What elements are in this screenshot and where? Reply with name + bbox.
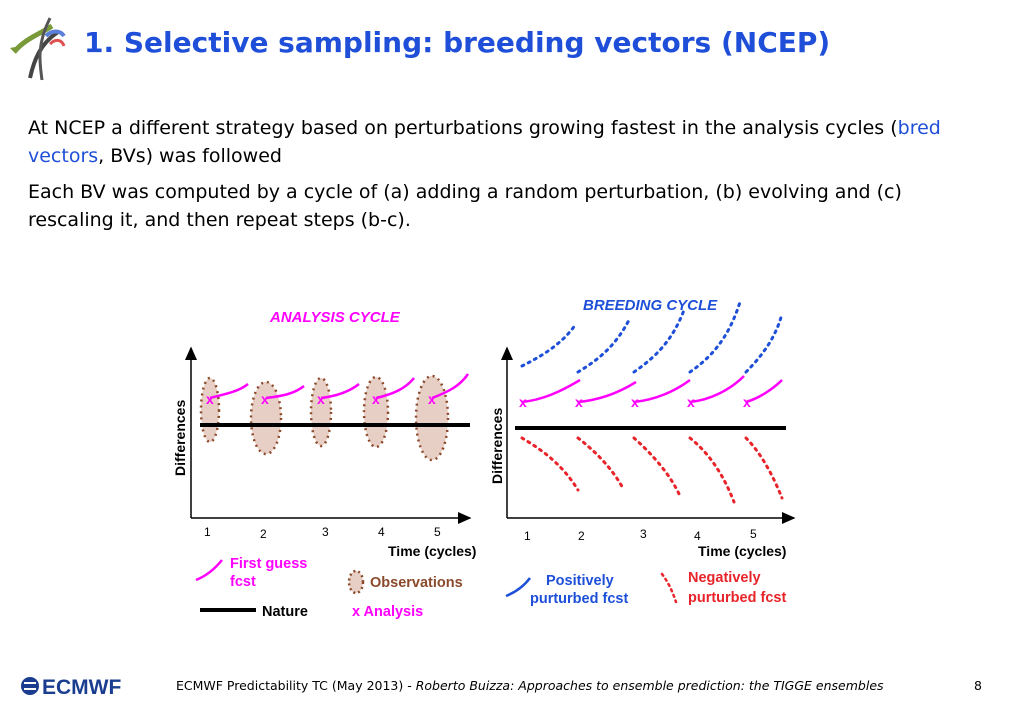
footer-event: ECMWF Predictability TC (May 2013) -	[176, 678, 416, 693]
legend-first-guess-label-line2: fcst	[230, 574, 256, 590]
tick-label: 4	[694, 529, 701, 543]
tick-label: 4	[378, 525, 385, 539]
slide-title: 1. Selective sampling: breeding vectors …	[84, 26, 831, 59]
left-first-guess-curves	[209, 373, 470, 400]
observation-ellipse	[199, 376, 221, 444]
legend-negative-label: Negatively	[688, 570, 761, 586]
analysis-mark: x	[743, 394, 751, 410]
legend-negative-swatch	[660, 572, 678, 604]
para1-text-end: , BVs) was followed	[98, 145, 282, 167]
right-x-label: Time (cycles)	[698, 543, 786, 559]
analysis-mark: x	[575, 394, 583, 410]
analysis-mark: x	[428, 391, 436, 407]
legend-positive-label: Positively	[546, 573, 614, 589]
tick-label: 1	[524, 529, 531, 543]
positive-perturbation-curves	[520, 300, 784, 374]
left-x-label: Time (cycles)	[388, 543, 476, 559]
ecmwf-swirl-logo-icon	[10, 17, 66, 81]
analysis-mark: x	[261, 391, 269, 407]
breeding-diagram: ANALYSIS CYCLE Differences x x x x x 1 2…	[172, 297, 796, 620]
analysis-mark: x	[519, 394, 527, 410]
paragraph-ncep-strategy: At NCEP a different strategy based on pe…	[28, 114, 988, 170]
observation-ellipse	[362, 375, 390, 449]
right-analysis-marks: x x x x x	[519, 394, 751, 410]
footer-talk-title: Roberto Buizza: Approaches to ensemble p…	[415, 678, 884, 693]
legend-observations-swatch	[347, 569, 365, 595]
legend-first-guess-swatch	[195, 559, 223, 582]
tick-label: 2	[260, 527, 267, 541]
analysis-mark: x	[631, 394, 639, 410]
legend-positive-swatch	[505, 577, 531, 598]
analysis-mark: x	[206, 391, 214, 407]
ecmwf-footer-logo: ECMWF	[21, 676, 121, 698]
right-first-guess-curves	[521, 375, 783, 404]
right-y-label: Differences	[489, 408, 505, 484]
legend-first-guess-label: First guess	[230, 556, 307, 572]
analysis-mark: x	[372, 391, 380, 407]
tick-label: 3	[322, 525, 329, 539]
analysis-mark: x	[687, 394, 695, 410]
observation-ellipse	[249, 380, 283, 456]
footer-logo-text: ECMWF	[42, 676, 121, 698]
page-number: 8	[974, 678, 982, 693]
negative-perturbation-curves	[520, 436, 784, 504]
tick-label: 5	[750, 527, 757, 541]
paragraph-bv-computation: Each BV was computed by a cycle of (a) a…	[28, 181, 902, 231]
footer-text: ECMWF Predictability TC (May 2013) - Rob…	[176, 678, 884, 693]
tick-label: 5	[434, 525, 441, 539]
bred-vectors-highlight: bred vectors	[28, 117, 941, 167]
tick-label: 2	[578, 529, 585, 543]
tick-label: 3	[640, 527, 647, 541]
legend: First guess fcst Observations Nature x A…	[195, 556, 786, 620]
para1-text: At NCEP a different strategy based on pe…	[28, 117, 898, 139]
legend-negative-label-line2: purturbed fcst	[688, 590, 786, 606]
breeding-cycle-title: BREEDING CYCLE	[583, 297, 718, 314]
legend-nature-label: Nature	[262, 604, 308, 620]
observation-ellipse	[414, 374, 450, 462]
right-tick-labels: 1 2 3 4 5	[524, 527, 757, 543]
left-tick-labels: 1 2 3 4 5	[204, 525, 441, 541]
tick-label: 1	[204, 525, 211, 539]
legend-analysis-label: x Analysis	[352, 604, 423, 620]
analysis-mark: x	[317, 391, 325, 407]
legend-positive-label-line2: purturbed fcst	[530, 591, 628, 607]
analysis-cycle-title: ANALYSIS CYCLE	[269, 309, 401, 326]
left-y-label: Differences	[172, 400, 188, 476]
legend-observations-label: Observations	[370, 575, 463, 591]
left-analysis-marks: x x x x x	[206, 391, 436, 407]
observation-ellipse	[309, 376, 333, 448]
